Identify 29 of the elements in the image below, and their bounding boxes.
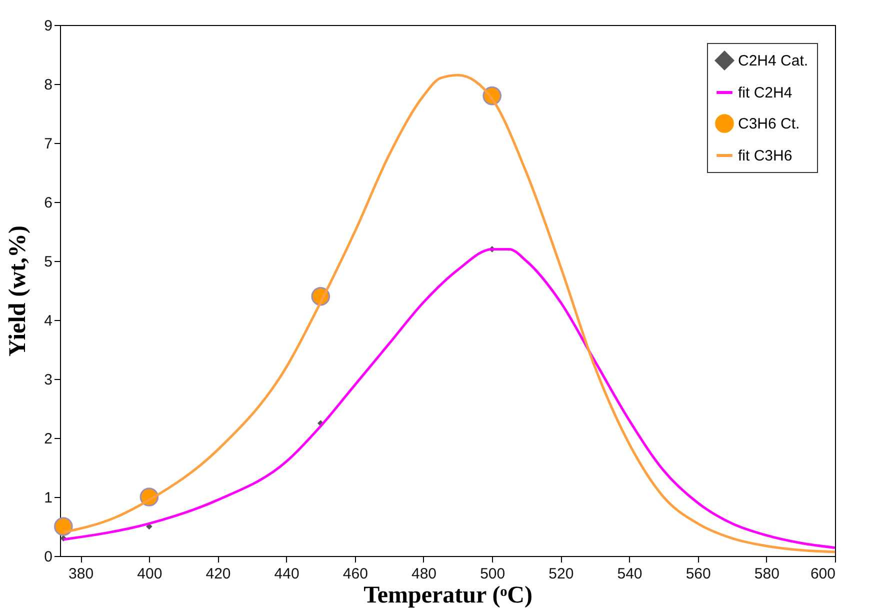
y-tick-label: 1: [44, 490, 52, 506]
y-axis-title: Yield (wt,%): [5, 225, 32, 357]
x-tick-label: 440: [274, 566, 300, 582]
y-tick-label: 6: [44, 194, 52, 212]
legend-label: fit C2H4: [738, 84, 792, 102]
y-tick-label: 5: [44, 254, 52, 270]
x-axis-title: Temperatur (ᵒC): [364, 582, 532, 608]
x-tick-label: 520: [548, 566, 574, 582]
x-tick-label: 560: [686, 566, 711, 582]
x-tick-label: 480: [411, 566, 437, 582]
y-tick-label: 3: [44, 372, 52, 388]
x-tick-label: 600: [810, 566, 836, 582]
point: [54, 517, 73, 536]
x-tick-label: 580: [754, 566, 780, 582]
x-tick-label: 380: [68, 566, 94, 582]
legend-label: C2H4 Cat.: [738, 52, 808, 70]
y-tick-label: 7: [44, 136, 52, 152]
y-tick-label: 4: [44, 312, 52, 330]
y-tick-label: 8: [44, 76, 52, 94]
x-tick-label: 500: [480, 566, 506, 582]
x-tick-label: 420: [206, 566, 231, 582]
y-tick-label: 0: [44, 548, 52, 566]
x-tick-label: 540: [617, 566, 642, 582]
legend-label: fit C3H6: [738, 148, 792, 164]
x-tick-label: 460: [342, 566, 368, 582]
x-tick-label: 400: [137, 566, 162, 582]
legend-label: C3H6 Ct.: [738, 116, 800, 132]
y-tick-label: 9: [44, 18, 52, 34]
y-tick-label: 2: [44, 430, 52, 448]
